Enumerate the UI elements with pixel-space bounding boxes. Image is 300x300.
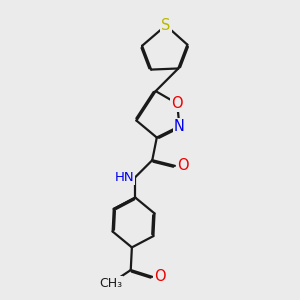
Text: O: O [171, 96, 183, 111]
Text: HN: HN [115, 171, 134, 184]
Text: S: S [161, 18, 170, 33]
Text: CH₃: CH₃ [99, 277, 122, 290]
Text: N: N [174, 119, 185, 134]
Text: O: O [154, 269, 166, 284]
Text: O: O [177, 158, 189, 173]
